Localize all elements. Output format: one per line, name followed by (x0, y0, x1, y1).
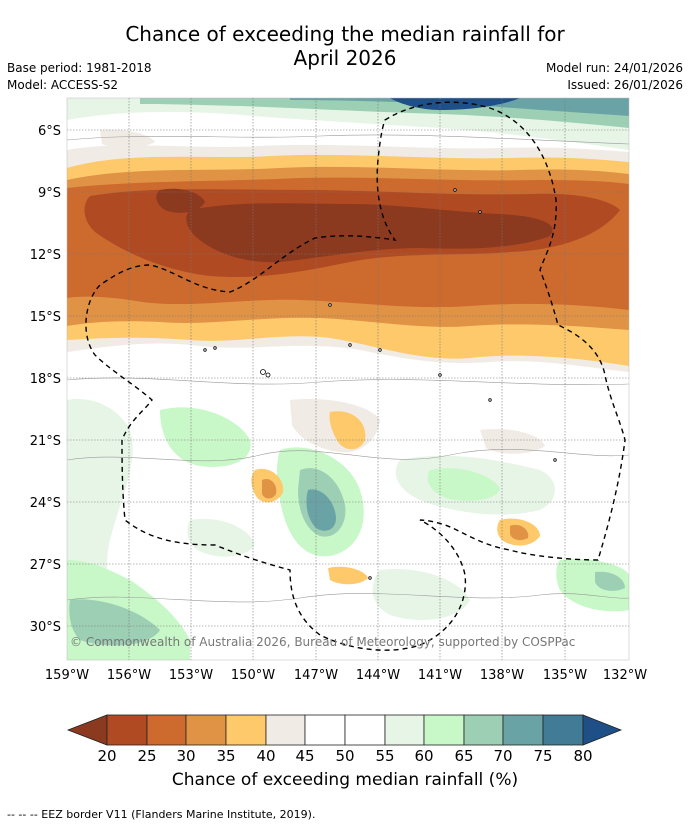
colorbar-tick-60: 60 (414, 747, 433, 765)
map-field: © Commonwealth of Australia 2026, Bureau… (67, 98, 629, 660)
y-tick-27s: 27°S (30, 558, 61, 573)
colorbar-tick-25: 25 (137, 747, 156, 765)
colorbar-bin-70-75 (502, 714, 544, 746)
x-tick-153w: 153°W (169, 668, 213, 683)
colorbar-tick-45: 45 (295, 747, 314, 765)
eez-borders (85, 101, 626, 651)
colorbar-tick-70: 70 (493, 747, 512, 765)
base-period: Base period: 1981-2018 (7, 61, 152, 75)
y-tick-21s: 21°S (30, 434, 61, 449)
title-line-2: April 2026 (293, 46, 397, 70)
colorbar-tick-65: 65 (454, 747, 473, 765)
colorbar: 20 25 30 35 40 45 50 55 60 65 70 75 80 (66, 714, 623, 765)
colorbar-bin-50-55 (344, 714, 386, 746)
issued-date: Issued: 26/01/2026 (567, 78, 683, 92)
islands (203, 188, 557, 580)
colorbar-bin-55-60 (384, 714, 425, 746)
x-tick-144w: 144°W (356, 668, 400, 683)
colorbar-bin-75-80 (542, 714, 584, 746)
rainfall-map: © Commonwealth of Australia 2026, Bureau… (30, 97, 647, 765)
x-tick-132w: 132°W (603, 668, 647, 683)
meta-right: Model run: 24/01/2026 Issued: 26/01/2026 (546, 60, 683, 94)
x-tick-147w: 147°W (294, 668, 338, 683)
meta-left: Base period: 1981-2018 Model: ACCESS-S2 (7, 60, 152, 94)
model-run: Model run: 24/01/2026 (545, 61, 683, 75)
colorbar-bin-30-35 (185, 714, 227, 746)
colorbar-title: Chance of exceeding median rainfall (%) (171, 770, 519, 790)
copyright-notice: © Commonwealth of Australia 2026, Bureau… (70, 635, 575, 649)
x-tick-150w: 150°W (231, 668, 275, 683)
colorbar-tick-20: 20 (97, 747, 116, 765)
colorbar-bin-40-45 (265, 714, 306, 746)
eez-footnote: -- -- -- EEZ border V11 (Flanders Marine… (7, 808, 316, 821)
y-tick-18s: 18°S (30, 372, 61, 387)
colorbar-tick-30: 30 (176, 747, 195, 765)
x-tick-135w: 135°W (543, 668, 587, 683)
grid-lines (67, 98, 629, 660)
colorbar-bin-20-25 (106, 714, 148, 746)
model-name: Model: ACCESS-S2 (7, 78, 119, 92)
y-tick-15s: 15°S (30, 310, 61, 325)
colorbar-bin-35-40 (225, 714, 267, 746)
colorbar-tick-35: 35 (216, 747, 235, 765)
y-tick-24s: 24°S (30, 496, 61, 511)
x-tick-159w: 159°W (45, 668, 89, 683)
colorbar-tick-80: 80 (573, 747, 592, 765)
colorbar-tick-40: 40 (256, 747, 275, 765)
colorbar-bin-25-30 (146, 714, 187, 746)
title-line-1: Chance of exceeding the median rainfall … (125, 22, 565, 46)
colorbar-tick-55: 55 (375, 747, 394, 765)
colorbar-tick-75: 75 (533, 747, 552, 765)
x-tick-156w: 156°W (107, 668, 151, 683)
colorbar-bin-45-50 (304, 714, 346, 746)
map-title: Chance of exceeding the median rainfall … (0, 22, 690, 70)
colorbar-arrow-high (582, 714, 623, 746)
colorbar-bin-60-65 (423, 714, 465, 746)
colorbar-arrow-low (66, 714, 108, 746)
x-tick-138w: 138°W (480, 668, 524, 683)
y-axis: 6°S 9°S 12°S 15°S 18°S 21°S 24°S 27°S 30… (30, 124, 61, 635)
x-tick-141w: 141°W (418, 668, 462, 683)
x-axis: 159°W 156°W 153°W 150°W 147°W 144°W 141°… (45, 668, 647, 683)
y-tick-9s: 9°S (38, 186, 61, 201)
map-frame (66, 97, 630, 661)
y-tick-12s: 12°S (30, 248, 61, 263)
y-tick-6s: 6°S (38, 124, 61, 139)
y-tick-30s: 30°S (30, 620, 61, 635)
colorbar-bin-65-70 (463, 714, 504, 746)
colorbar-tick-50: 50 (335, 747, 354, 765)
